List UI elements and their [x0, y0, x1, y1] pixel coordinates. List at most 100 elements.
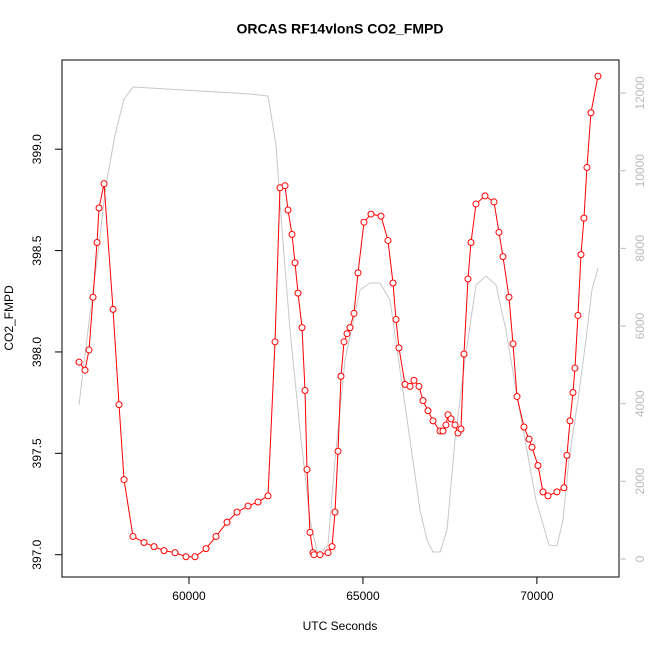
data-point	[520, 423, 528, 431]
data-point	[115, 401, 123, 409]
y2-tick-label: 8000	[633, 235, 647, 262]
data-point	[583, 163, 591, 171]
data-point	[415, 382, 423, 390]
data-point	[367, 210, 375, 218]
data-point	[467, 238, 475, 246]
data-point	[223, 518, 231, 526]
data-point	[303, 466, 311, 474]
data-point	[328, 543, 336, 551]
y2-tick-label: 6000	[633, 312, 647, 339]
data-point	[310, 551, 318, 559]
y2-tick-label: 0	[633, 555, 647, 562]
x-axis-label: UTC Seconds	[303, 619, 378, 633]
y-axis-label: CO2_FMPD	[2, 285, 16, 351]
y2-tick-label: 4000	[633, 390, 647, 417]
data-point	[594, 72, 602, 80]
chart-title: ORCAS RF14vlonS CO2_FMPD	[237, 21, 444, 37]
data-point	[331, 508, 339, 516]
data-point	[291, 259, 299, 267]
data-point	[574, 311, 582, 319]
data-point	[439, 427, 447, 435]
y2-tick-label: 12000	[633, 76, 647, 110]
data-point	[120, 476, 128, 484]
x-tick-label: 60000	[172, 589, 206, 603]
data-point	[93, 238, 101, 246]
data-point	[298, 324, 306, 332]
data-point	[569, 389, 577, 397]
data-point	[95, 204, 103, 212]
data-point	[389, 279, 397, 287]
data-point	[451, 421, 459, 429]
y-tick-label: 397.5	[30, 438, 44, 468]
data-point	[244, 502, 252, 510]
data-point	[457, 425, 465, 433]
data-point	[254, 498, 262, 506]
data-point	[442, 421, 450, 429]
data-point	[509, 340, 517, 348]
data-point	[350, 309, 358, 317]
data-point	[410, 376, 418, 384]
data-point	[354, 269, 362, 277]
data-point	[419, 397, 427, 405]
data-point	[306, 528, 314, 536]
data-point	[233, 508, 241, 516]
y-tick-label: 398.5	[30, 235, 44, 265]
data-point	[513, 393, 521, 401]
data-point	[580, 214, 588, 222]
data-point	[109, 305, 117, 313]
data-point	[424, 407, 432, 415]
data-point	[89, 293, 97, 301]
y-tick-label: 399.0	[30, 134, 44, 164]
data-point	[505, 293, 513, 301]
data-point	[360, 218, 368, 226]
data-point	[343, 330, 351, 338]
data-point	[160, 547, 168, 555]
y2-tick-label: 10000	[633, 154, 647, 188]
data-point	[553, 488, 561, 496]
data-point	[560, 484, 568, 492]
data-point	[429, 417, 437, 425]
y2-tick-label: 2000	[633, 468, 647, 495]
data-point	[85, 346, 93, 354]
data-point	[140, 539, 148, 547]
data-point	[202, 545, 210, 553]
data-point	[499, 253, 507, 261]
data-point	[334, 447, 342, 455]
data-point	[288, 230, 296, 238]
data-point	[182, 553, 190, 561]
data-point	[481, 192, 489, 200]
data-point	[566, 417, 574, 425]
y-tick-label: 397.0	[30, 539, 44, 569]
data-point	[284, 206, 292, 214]
data-point	[490, 198, 498, 206]
data-point	[281, 182, 289, 190]
data-point	[324, 549, 332, 557]
data-point	[191, 553, 199, 561]
data-point	[539, 488, 547, 496]
x-tick-label: 65000	[346, 589, 380, 603]
plot-frame	[61, 59, 620, 578]
data-point	[587, 109, 595, 117]
data-point	[472, 200, 480, 208]
data-point	[392, 316, 400, 324]
data-point	[212, 532, 220, 540]
data-point	[271, 338, 279, 346]
data-point	[377, 212, 385, 220]
series-line	[78, 86, 599, 556]
data-point	[81, 366, 89, 374]
data-point	[301, 386, 309, 394]
data-point	[75, 358, 83, 366]
data-point	[447, 415, 455, 423]
data-point	[528, 443, 536, 451]
data-point	[577, 251, 585, 259]
x-tick-label: 70000	[520, 589, 554, 603]
data-point	[544, 492, 552, 500]
data-point	[406, 382, 414, 390]
data-point	[316, 551, 324, 559]
data-point	[171, 549, 179, 557]
data-point	[395, 344, 403, 352]
data-point	[346, 324, 354, 332]
data-point	[294, 289, 302, 297]
